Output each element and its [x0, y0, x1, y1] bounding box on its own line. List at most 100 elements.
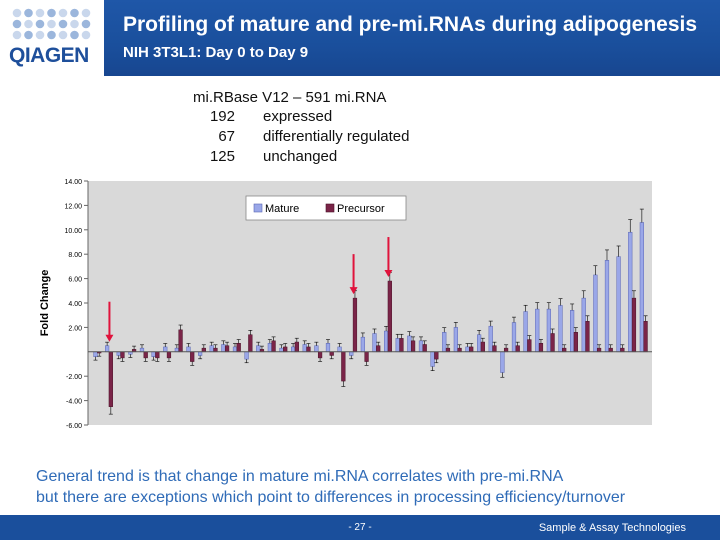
bar-mature [639, 222, 644, 353]
logo-dot [35, 19, 45, 29]
logo-dot [12, 8, 22, 18]
logo-dot [35, 8, 45, 18]
bar-mature [628, 231, 633, 353]
bar-mature [116, 351, 121, 356]
bar-precursor [283, 346, 288, 353]
bar-precursor [190, 351, 195, 362]
bar-precursor [608, 347, 613, 353]
y-tick-label: 14.00 [64, 179, 82, 186]
qiagen-logo: QIAGEN [0, 0, 104, 76]
y-tick-label: 4.00 [68, 301, 82, 308]
stats-label: unchanged [263, 148, 338, 165]
bar-mature [500, 351, 505, 373]
caption-line: General trend is that change in mature m… [36, 468, 564, 485]
y-tick-label: 12.00 [64, 203, 82, 210]
footer-tagline: Sample & Assay Technologies [538, 522, 686, 534]
logo-dot [81, 8, 91, 18]
bar-mature [511, 322, 517, 353]
bar-mature [523, 311, 528, 353]
bar-precursor [515, 345, 520, 353]
bar-mature [360, 336, 365, 353]
bar-mature [465, 346, 470, 353]
bar-mature [314, 345, 319, 353]
bar-precursor [178, 329, 183, 353]
bar-mature [616, 256, 621, 353]
bar-mature [267, 343, 272, 353]
stats-label: differentially regulated [263, 128, 410, 145]
bar-mature [384, 330, 389, 353]
bar-precursor [410, 340, 416, 353]
bar-mature [163, 346, 168, 353]
bar-mature [302, 344, 307, 353]
stats-block: mi.RBase V12 – 591 mi.RNA 192 expressed … [0, 0, 720, 170]
bar-mature [256, 345, 261, 353]
bar-precursor [643, 321, 648, 353]
page-number: - 27 - [348, 522, 372, 533]
stats-label: expressed [263, 108, 333, 125]
bar-mature [209, 345, 214, 353]
header-bar: QIAGEN Profiling of mature and pre-mi.RN… [0, 0, 720, 76]
bar-mature [407, 335, 412, 353]
y-tick-label: -4.00 [66, 399, 82, 406]
y-tick-label: 6.00 [68, 277, 82, 284]
logo-dot [47, 30, 56, 40]
bar-precursor [294, 341, 299, 353]
bar-precursor [352, 297, 358, 353]
bar-mature [546, 308, 551, 353]
caption: General trend is that change in mature m… [36, 466, 716, 508]
bar-precursor [492, 345, 497, 353]
annotation-arrowhead [349, 287, 358, 295]
bar-precursor [329, 351, 334, 356]
bar-precursor [341, 351, 346, 382]
bar-precursor [538, 343, 544, 353]
bar-precursor [236, 343, 241, 353]
bar-mature [372, 333, 377, 353]
bar-precursor [376, 345, 381, 353]
bar-mature [442, 332, 447, 353]
bar-precursor [596, 347, 602, 353]
bar-mature [198, 351, 203, 356]
bar-mature [453, 327, 458, 353]
bar-mature [604, 260, 610, 353]
bar-mature [151, 351, 156, 357]
bar-mature [291, 346, 296, 353]
logo-dot [81, 30, 91, 40]
bar-mature [93, 351, 98, 357]
bar-mature [349, 351, 354, 356]
bar-precursor [550, 333, 555, 353]
bar-mature [593, 274, 598, 353]
bar-precursor [573, 332, 578, 353]
bar-mature [581, 297, 586, 353]
bar-precursor [562, 347, 567, 353]
bar-precursor [631, 297, 637, 353]
bar-precursor [469, 346, 474, 353]
bar-precursor [317, 351, 323, 359]
bar-precursor [480, 341, 485, 353]
bar-precursor [224, 345, 230, 353]
bar-precursor [248, 334, 253, 353]
y-axis-label: Fold Change [39, 270, 51, 337]
bar-mature [430, 351, 435, 367]
logo-dot [58, 30, 68, 40]
bar-precursor [422, 344, 427, 353]
logo-dots-icon [12, 8, 91, 40]
bar-mature [279, 347, 284, 353]
bar-mature [558, 305, 563, 353]
fold-change-chart: -6.00 -4.00 -2.00 2.00 4.00 6.00 8.00 10.00 12.0… [39, 179, 652, 430]
stats-value: 192 [209, 108, 235, 125]
logo-dot [12, 19, 22, 29]
bar-mature [488, 325, 493, 353]
logo-dot [81, 19, 91, 29]
bar-mature [186, 346, 191, 353]
stats-heading: mi.RBase V12 – 591 mi.RNA [193, 89, 387, 106]
bar-mature [232, 346, 238, 353]
logo-dot [70, 8, 79, 18]
bar-mature [174, 347, 179, 353]
stats-value: 67 [218, 128, 235, 145]
bar-precursor [143, 351, 148, 359]
y-tick-label: -2.00 [66, 374, 82, 381]
bar-precursor [166, 351, 172, 359]
bar-mature [221, 344, 226, 353]
logo-dot [58, 8, 68, 18]
logo-dot [24, 30, 33, 40]
